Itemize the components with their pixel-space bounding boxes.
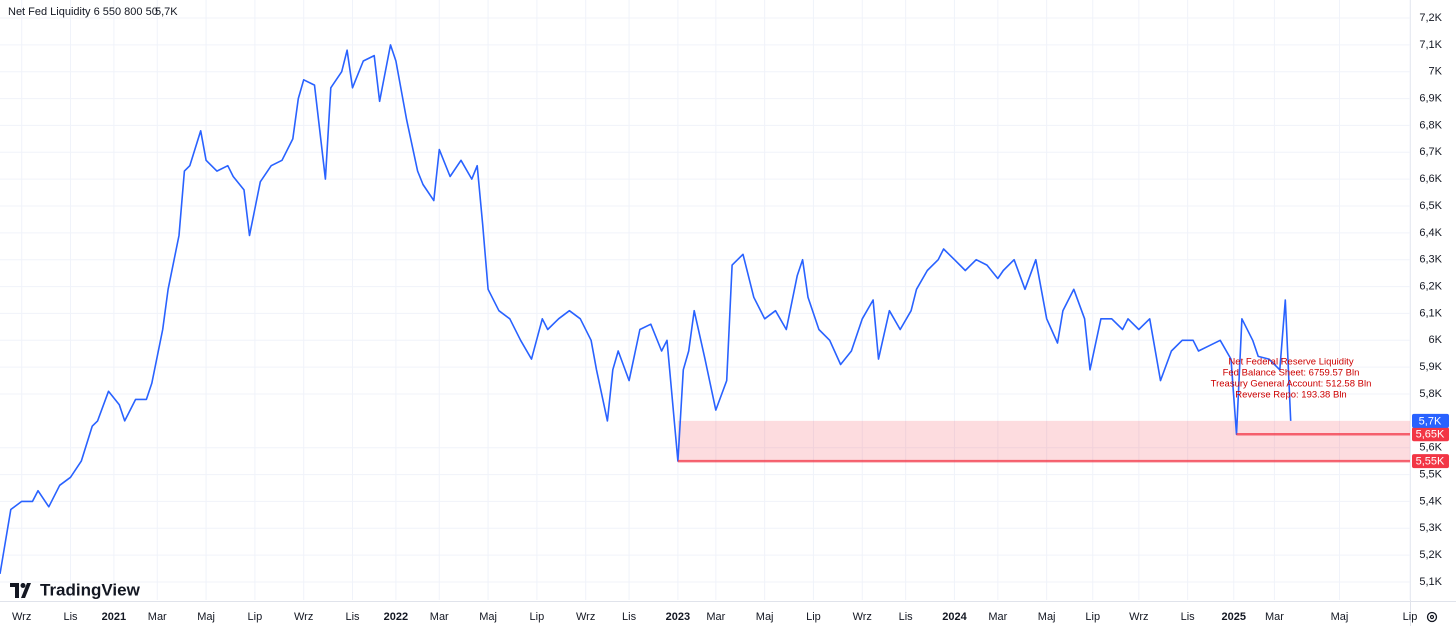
grid — [0, 0, 1411, 600]
annotation-line: Fed Balance Sheet: 6759.57 Bln — [1223, 368, 1360, 379]
y-tick-label: 5,4K — [1419, 495, 1442, 507]
x-tick-label: 2021 — [102, 611, 126, 623]
x-tick-label: Mar — [148, 611, 167, 623]
x-tick-label: 2023 — [666, 611, 690, 623]
price-label: 5,55K — [1416, 456, 1445, 468]
x-tick-label: Mar — [1265, 611, 1284, 623]
x-tick-label: Lis — [1181, 611, 1196, 623]
x-tick-label: Lis — [899, 611, 914, 623]
x-tick-label: 2025 — [1222, 611, 1246, 623]
x-tick-label: Lip — [1085, 611, 1100, 623]
x-tick-label: Wrz — [853, 611, 872, 623]
logo: TradingView — [10, 580, 141, 599]
x-tick-label: Lip — [248, 611, 263, 623]
x-tick-label: Mar — [988, 611, 1007, 623]
x-tick-label: Lis — [622, 611, 637, 623]
annotation-line: Treasury General Account: 512.58 Bln — [1211, 379, 1372, 390]
settings-gear-core[interactable] — [1429, 614, 1435, 620]
x-tick-label: Wrz — [576, 611, 595, 623]
x-tick-label: Lip — [530, 611, 545, 623]
x-tick-label: Wrz — [12, 611, 31, 623]
watermark: TradingView — [40, 580, 141, 599]
y-tick-label: 6,5K — [1419, 200, 1442, 212]
x-tick-label: Maj — [1038, 611, 1056, 623]
x-tick-label: Wrz — [294, 611, 313, 623]
y-tick-label: 6,1K — [1419, 307, 1442, 319]
y-tick-label: 6,9K — [1419, 92, 1442, 104]
y-tick-label: 5,1K — [1419, 576, 1442, 588]
x-tick-label: Lis — [63, 611, 78, 623]
x-tick-label: Wrz — [1129, 611, 1148, 623]
settings-icon[interactable] — [1426, 611, 1438, 623]
legend-last-value: 5,7K — [155, 6, 178, 18]
x-tick-label: Mar — [430, 611, 449, 623]
price-label-box — [1412, 454, 1449, 469]
x-tick-label: 2022 — [384, 611, 408, 623]
y-tick-label: 6,6K — [1419, 173, 1442, 185]
x-tick-label: Mar — [706, 611, 725, 623]
zone — [677, 420, 1410, 462]
y-tick-label: 6,8K — [1419, 119, 1442, 131]
y-tick-label: 6K — [1429, 334, 1443, 346]
price-label: 5,65K — [1416, 429, 1445, 441]
x-tick-label: Lis — [345, 611, 360, 623]
settings-gear[interactable] — [1426, 611, 1438, 623]
y-tick-label: 5,8K — [1419, 388, 1442, 400]
logo-dot — [20, 583, 26, 588]
price-label-box — [1412, 427, 1449, 442]
last-price-label: 5,7K — [1419, 415, 1442, 427]
y-tick-label: 6,3K — [1419, 254, 1442, 266]
x-tick-label: Maj — [756, 611, 774, 623]
y-tick-label: 7K — [1429, 66, 1443, 78]
y-tick-label: 6,7K — [1419, 146, 1442, 158]
legend-series-name: Net Fed Liquidity 6 550 800 50 — [8, 6, 158, 18]
series-line — [0, 44, 1292, 575]
annotation-line: Reverse Repo: 193.38 Bln — [1235, 390, 1346, 401]
y-tick-label: 5,3K — [1419, 522, 1442, 534]
x-tick-label: Maj — [197, 611, 215, 623]
annotation-line: Net Federal Reserve Liquidity — [1228, 357, 1353, 368]
x-tick-label: Maj — [479, 611, 497, 623]
y-tick-label: 5,6K — [1419, 442, 1442, 454]
y-tick-label: 5,5K — [1419, 468, 1442, 480]
y-tick-label: 6,4K — [1419, 227, 1442, 239]
x-tick-label: Lip — [806, 611, 821, 623]
axes: 5,1K 5,2K 5,3K 5,4K 5,5K 5,6K 5,8K 5,9K 6K 6,1K 6,… — [12, 12, 1449, 623]
y-tick-label: 6,2K — [1419, 280, 1442, 292]
logo-icon — [10, 583, 31, 598]
x-tick-label: 2024 — [942, 611, 967, 623]
x-tick-label: Maj — [1331, 611, 1349, 623]
x-tick-label: Lip — [1403, 611, 1418, 623]
y-tick-label: 7,1K — [1419, 39, 1442, 51]
last-price-box — [1412, 413, 1449, 428]
y-tick-label: 5,2K — [1419, 549, 1442, 561]
y-tick-label: 5,9K — [1419, 361, 1442, 373]
y-tick-label: 7,2K — [1419, 12, 1442, 24]
